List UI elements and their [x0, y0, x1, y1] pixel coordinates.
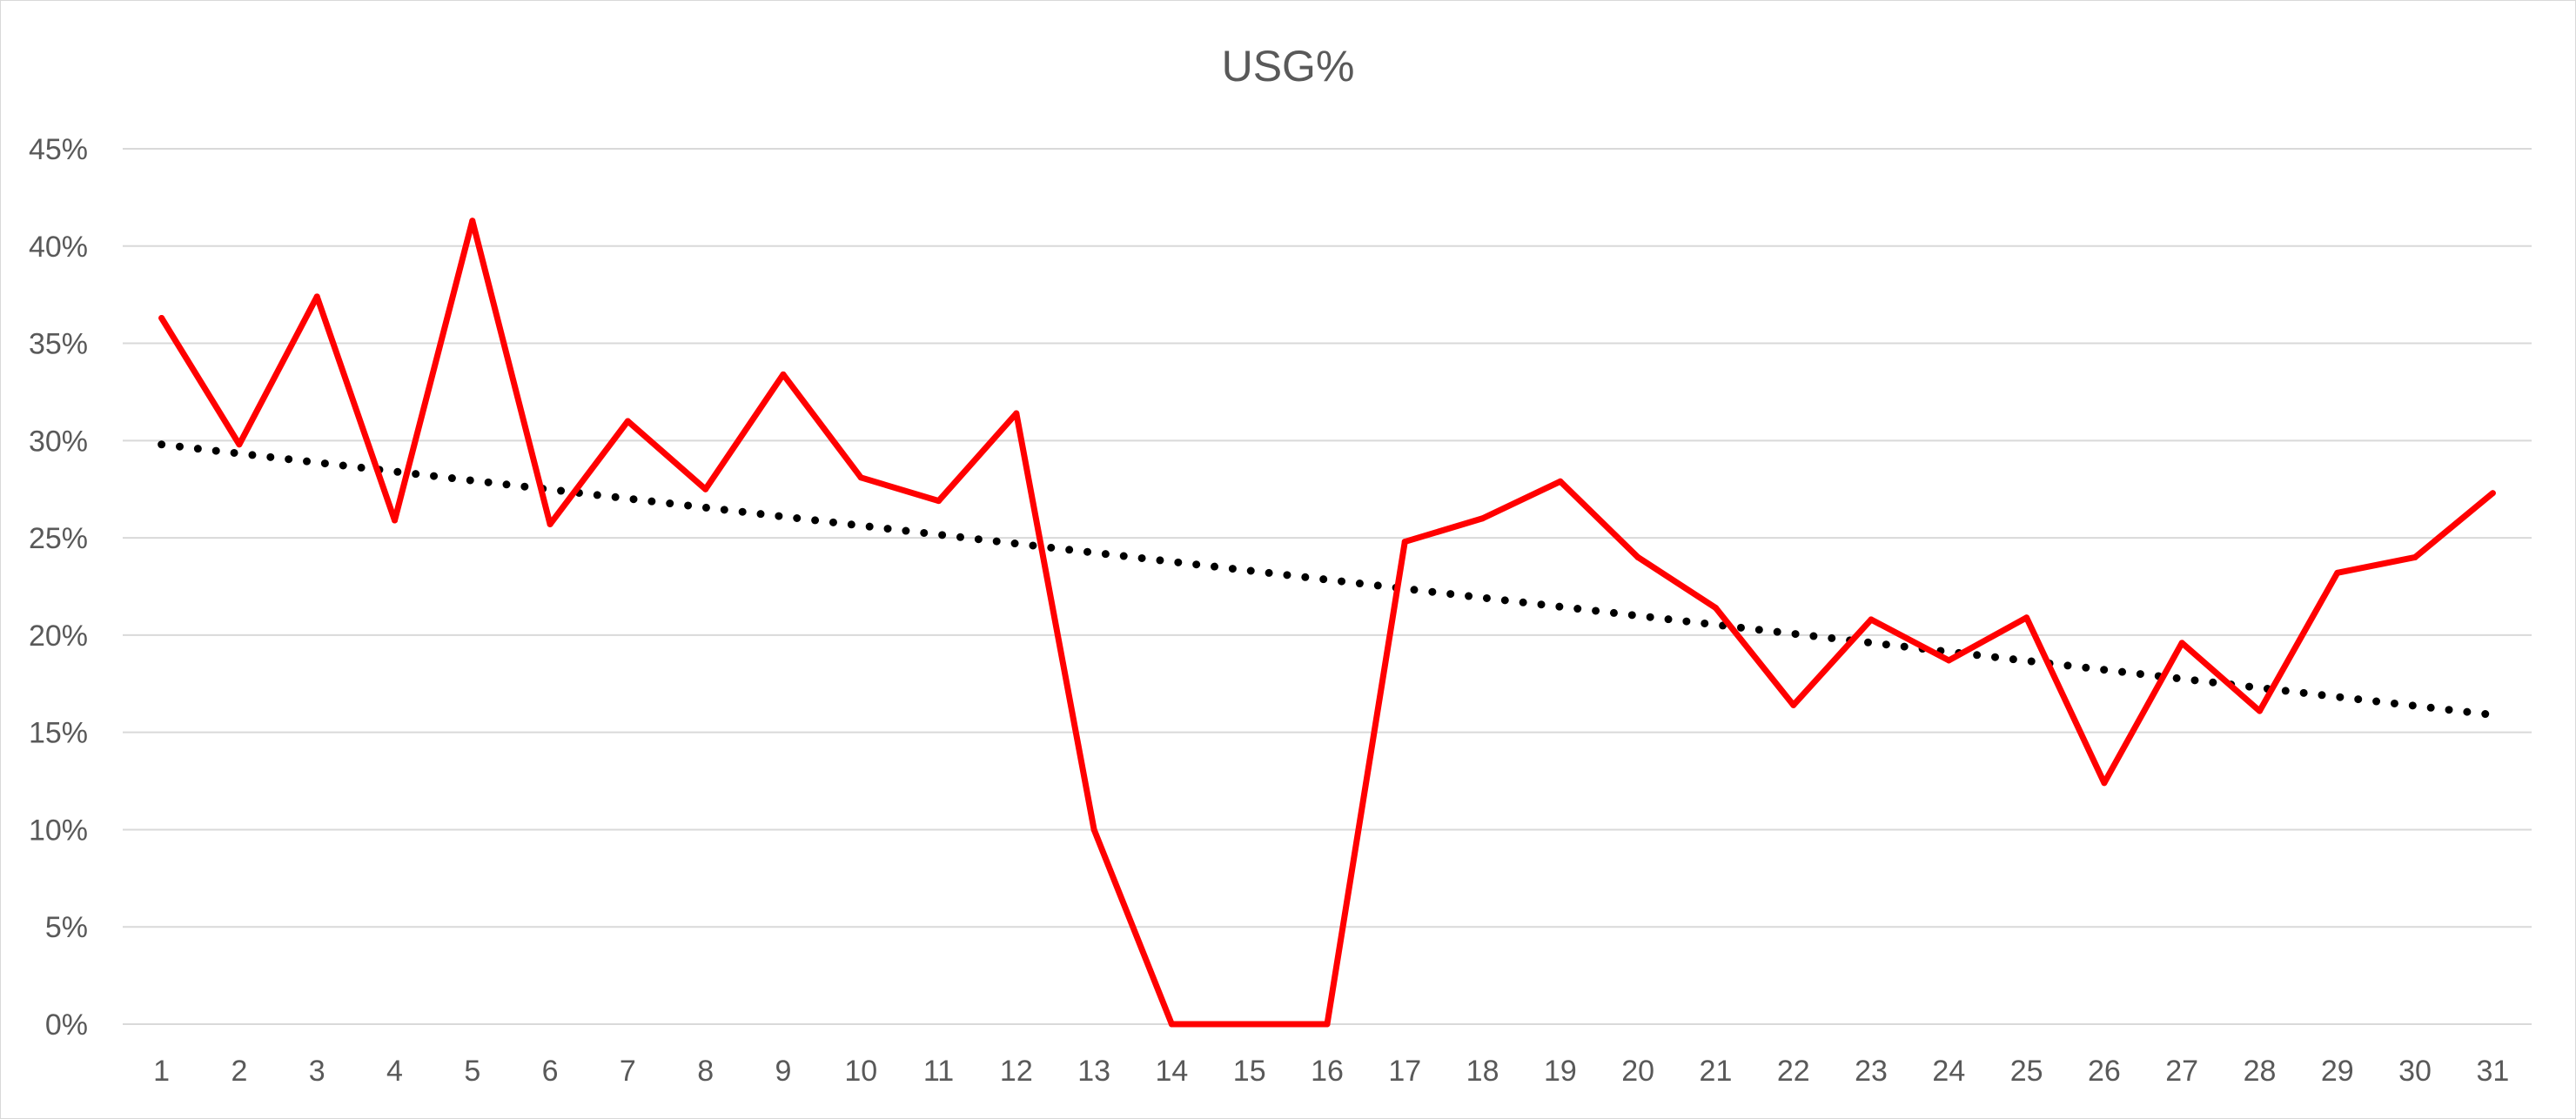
data-point	[2334, 569, 2341, 576]
y-tick-label: 5%	[45, 911, 88, 944]
x-tick-label: 13	[1077, 1055, 1110, 1088]
data-point	[2412, 553, 2418, 560]
data-point	[1168, 1021, 1175, 1028]
x-tick-label: 15	[1233, 1055, 1266, 1088]
data-point	[857, 474, 864, 481]
data-point	[1246, 1021, 1253, 1028]
x-tick-label: 12	[1000, 1055, 1033, 1088]
x-tick-label: 25	[2010, 1055, 2043, 1088]
data-point	[1401, 539, 1408, 546]
data-point	[1790, 701, 1797, 708]
x-tick-label: 29	[2321, 1055, 2354, 1088]
x-tick-label: 11	[923, 1055, 954, 1088]
x-tick-label: 30	[2398, 1055, 2432, 1088]
x-tick-label: 9	[775, 1055, 792, 1088]
data-point	[1013, 410, 1020, 417]
x-tick-label: 4	[386, 1055, 403, 1088]
data-point	[547, 520, 553, 527]
x-tick-label: 18	[1466, 1055, 1499, 1088]
trendline-group	[158, 440, 2497, 720]
x-tick-label: 24	[1932, 1055, 1965, 1088]
y-axis-tick-labels: 0% 5% 10% 15% 20% 25% 30% 35% 40% 45%	[29, 133, 88, 1042]
x-tick-label: 2	[231, 1055, 247, 1088]
data-point	[2489, 490, 2496, 497]
x-tick-label: 3	[309, 1055, 325, 1088]
data-point	[936, 498, 943, 505]
data-point	[1479, 515, 1486, 522]
x-tick-label: 20	[1621, 1055, 1654, 1088]
x-tick-label: 1	[153, 1055, 170, 1088]
data-point	[1557, 478, 1564, 485]
data-point	[236, 441, 243, 448]
data-point	[1324, 1021, 1331, 1028]
data-point	[2023, 614, 2030, 621]
y-tick-label: 10%	[29, 814, 88, 847]
chart-title: USG%	[1222, 42, 1355, 90]
x-tick-label: 14	[1156, 1055, 1189, 1088]
x-tick-label: 10	[844, 1055, 877, 1088]
y-tick-label: 45%	[29, 133, 88, 166]
data-point	[1712, 605, 1719, 612]
x-tick-label: 8	[697, 1055, 714, 1088]
x-tick-label: 28	[2244, 1055, 2277, 1088]
data-point	[1868, 616, 1875, 623]
x-tick-label: 21	[1700, 1055, 1733, 1088]
series-line	[158, 218, 2496, 1028]
data-point	[1945, 657, 1952, 664]
y-tick-label: 0%	[45, 1008, 88, 1042]
x-tick-label: 31	[2476, 1055, 2509, 1088]
y-tick-label: 25%	[29, 522, 88, 555]
x-tick-label: 16	[1311, 1055, 1344, 1088]
x-tick-label: 26	[2088, 1055, 2121, 1088]
x-tick-label: 6	[542, 1055, 559, 1088]
data-point	[313, 293, 320, 300]
data-point	[2256, 707, 2263, 714]
data-point	[1090, 826, 1097, 833]
x-tick-label: 27	[2165, 1055, 2198, 1088]
y-tick-label: 40%	[29, 231, 88, 264]
data-point	[2101, 780, 2108, 787]
data-point	[702, 486, 709, 492]
data-point	[1634, 553, 1641, 560]
y-tick-label: 35%	[29, 328, 88, 361]
data-point	[158, 314, 165, 321]
y-tick-label: 30%	[29, 425, 88, 458]
data-point	[469, 218, 476, 224]
x-tick-label: 5	[464, 1055, 480, 1088]
x-tick-label: 17	[1388, 1055, 1421, 1088]
x-tick-label: 22	[1777, 1055, 1810, 1088]
gridlines	[123, 148, 2532, 1025]
data-point	[624, 418, 631, 425]
data-point	[392, 517, 399, 524]
data-point	[2178, 640, 2185, 647]
trendline	[158, 440, 2497, 720]
x-tick-label: 7	[620, 1055, 636, 1088]
y-tick-label: 15%	[29, 717, 88, 750]
y-tick-label: 20%	[29, 620, 88, 653]
series-group	[158, 218, 2496, 1028]
x-tick-label: 23	[1855, 1055, 1888, 1088]
x-axis-tick-labels: 1 2 3 4 5 6 7 8 9 10 11 12 13 14 15 16 17 18 19 20 21 22 23 24 2…	[153, 1055, 2509, 1088]
data-point	[780, 371, 787, 378]
x-tick-label: 19	[1544, 1055, 1577, 1088]
